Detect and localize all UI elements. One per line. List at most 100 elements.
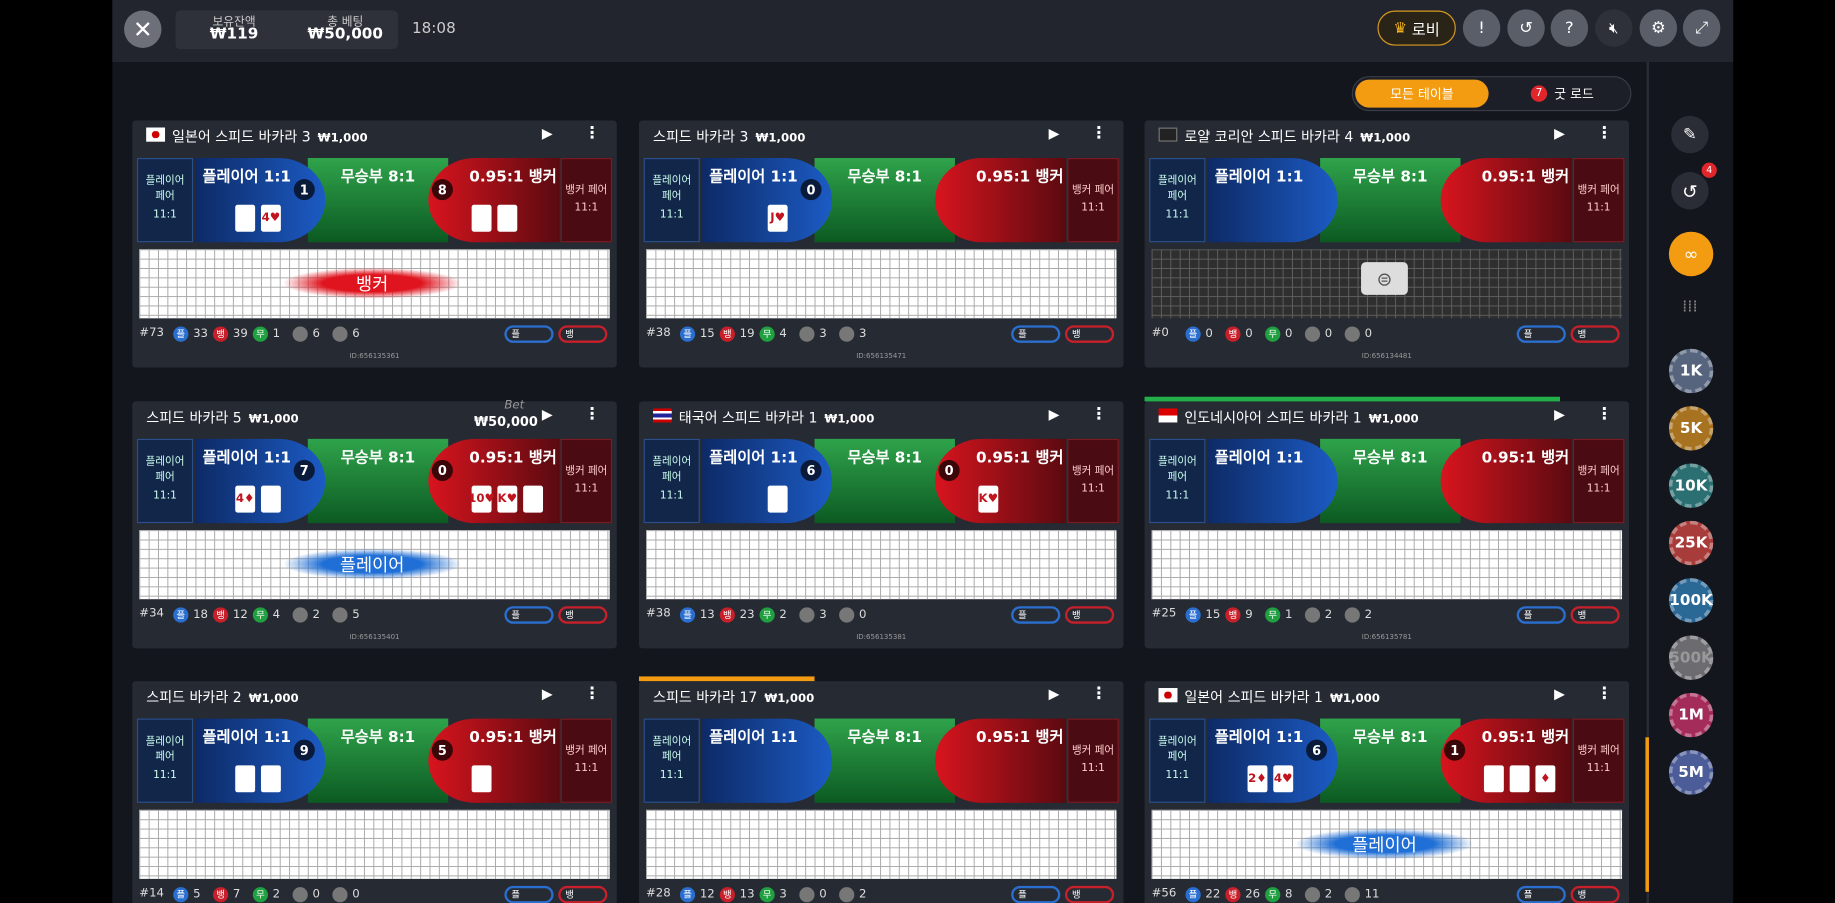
mute-button[interactable]: 🔇︎ (1595, 9, 1633, 47)
banker-bet[interactable] (935, 718, 1067, 803)
video-button[interactable]: ▶ (541, 406, 553, 423)
player-pair-bet[interactable] (136, 157, 194, 243)
player-pair-bet[interactable] (136, 438, 194, 524)
player-pair-bet[interactable] (1149, 157, 1206, 243)
banker-pair-label: 뱅커 페어 (1071, 465, 1115, 478)
tie-bet[interactable] (307, 718, 449, 803)
video-button[interactable]: ▶ (541, 685, 553, 703)
banker-road-pill[interactable]: 뱅 (1064, 885, 1115, 903)
video-button[interactable]: ▶ (1048, 406, 1060, 423)
player-road-pill[interactable]: 플 (504, 606, 554, 624)
menu-button[interactable]: ⋮ (1090, 684, 1108, 704)
banker-road-pill[interactable]: 뱅 (558, 325, 608, 343)
banker-pair-bet[interactable] (1572, 157, 1625, 243)
menu-button[interactable]: ⋮ (1090, 404, 1108, 424)
banker-road-pill[interactable]: 뱅 (558, 885, 608, 903)
chip[interactable]: 500K (1668, 635, 1714, 680)
chip[interactable]: 5K (1668, 406, 1714, 451)
menu-button[interactable]: ⋮ (583, 404, 601, 424)
player-pair-bet[interactable] (1149, 438, 1206, 524)
player-road-pill[interactable]: 플 (1011, 325, 1061, 343)
recent-button[interactable]: ↺ (1671, 172, 1709, 210)
video-button[interactable]: ▶ (541, 125, 553, 142)
menu-button[interactable]: ⋮ (1596, 684, 1613, 704)
chip[interactable]: 10K (1668, 463, 1714, 508)
tie-bet[interactable] (307, 438, 449, 524)
player-bet[interactable] (1207, 718, 1338, 803)
tie-bet[interactable] (307, 157, 449, 243)
banker-road-pill[interactable]: 뱅 (1064, 606, 1115, 624)
settings-button[interactable]: ⚙ (1639, 9, 1678, 47)
stat-count: 22 (1205, 888, 1221, 902)
banker-bet[interactable] (935, 157, 1067, 243)
grid-toggle[interactable]: ⁞⁞⁞ (1682, 297, 1698, 316)
banker-road-pill[interactable]: 뱅 (1570, 885, 1620, 903)
stat-icon: 플 (173, 326, 189, 342)
menu-button[interactable]: ⋮ (583, 684, 601, 704)
chip[interactable]: 1M (1668, 692, 1714, 738)
video-button[interactable]: ▶ (1554, 125, 1565, 142)
banker-pair-bet[interactable] (1067, 718, 1119, 803)
chip[interactable]: 25K (1668, 520, 1714, 566)
edit-button[interactable]: ✎ (1671, 115, 1709, 154)
player-bet[interactable] (195, 718, 326, 803)
player-pair-bet[interactable] (136, 718, 194, 803)
banker-bet[interactable] (935, 438, 1067, 524)
banker-road-pill[interactable]: 뱅 (1570, 325, 1620, 343)
menu-button[interactable]: ⋮ (583, 124, 601, 143)
player-pair-bet[interactable] (643, 438, 700, 524)
player-road-pill[interactable]: 플 (1516, 606, 1566, 624)
roadmap-toggle[interactable]: ∞ (1668, 231, 1714, 277)
history-button[interactable]: ↺ (1507, 9, 1545, 47)
video-button[interactable]: ▶ (1554, 406, 1565, 423)
banker-pair-bet[interactable] (560, 438, 613, 524)
player-bet[interactable] (1207, 438, 1338, 524)
all-tables-tab[interactable]: 모든 테이블 (1355, 79, 1489, 108)
chip[interactable]: 100K (1668, 578, 1714, 623)
menu-button[interactable]: ⋮ (1596, 124, 1613, 143)
lobby-button[interactable]: ♛ 로비 (1377, 10, 1456, 46)
close-button[interactable]: ✕ (124, 10, 162, 48)
banker-pair-bet[interactable] (560, 157, 613, 243)
chip[interactable]: 1K (1668, 348, 1714, 394)
menu-button[interactable]: ⋮ (1596, 404, 1613, 424)
banker-pair-bet[interactable] (1067, 157, 1119, 243)
player-bet[interactable] (702, 718, 833, 803)
banker-bet[interactable] (1440, 157, 1572, 243)
video-button[interactable]: ▶ (1048, 125, 1060, 142)
banker-road-pill[interactable]: 뱅 (1064, 325, 1115, 343)
tie-bet[interactable] (814, 718, 955, 803)
player-road-pill[interactable]: 플 (1011, 606, 1061, 624)
banker-pair-bet[interactable] (1067, 438, 1119, 524)
video-button[interactable]: ▶ (1554, 685, 1565, 703)
tie-bet[interactable] (1320, 438, 1461, 524)
tie-bet[interactable] (1320, 718, 1461, 803)
video-button[interactable]: ▶ (1048, 685, 1060, 703)
player-road-pill[interactable]: 플 (1516, 885, 1566, 903)
tie-bet[interactable] (814, 157, 955, 243)
player-road-pill[interactable]: 플 (504, 885, 554, 903)
player-road-pill[interactable]: 플 (504, 325, 554, 343)
help-button[interactable]: ? (1550, 9, 1589, 47)
fullscreen-button[interactable]: ⤢ (1682, 9, 1721, 47)
banker-pair-bet[interactable] (1572, 718, 1625, 803)
good-road-tab[interactable]: 굿 로드 (1554, 86, 1594, 102)
tie-bet[interactable] (814, 438, 955, 524)
player-road-pill[interactable]: 플 (1011, 885, 1061, 903)
banker-bet[interactable] (1440, 438, 1572, 524)
banker-bet[interactable] (428, 157, 560, 243)
banker-bet[interactable] (428, 718, 560, 803)
chip[interactable]: 5M (1668, 750, 1714, 795)
banker-road-pill[interactable]: 뱅 (558, 606, 608, 624)
tie-bet[interactable] (1320, 157, 1461, 243)
player-pair-bet[interactable] (643, 718, 700, 803)
player-pair-bet[interactable] (643, 157, 700, 243)
player-bet[interactable] (1207, 157, 1338, 243)
info-button[interactable]: ! (1462, 9, 1501, 47)
player-pair-bet[interactable] (1149, 718, 1206, 803)
menu-button[interactable]: ⋮ (1090, 124, 1108, 143)
banker-pair-bet[interactable] (1572, 438, 1625, 524)
banker-road-pill[interactable]: 뱅 (1570, 606, 1620, 624)
banker-pair-bet[interactable] (560, 718, 613, 803)
player-road-pill[interactable]: 플 (1516, 325, 1566, 343)
